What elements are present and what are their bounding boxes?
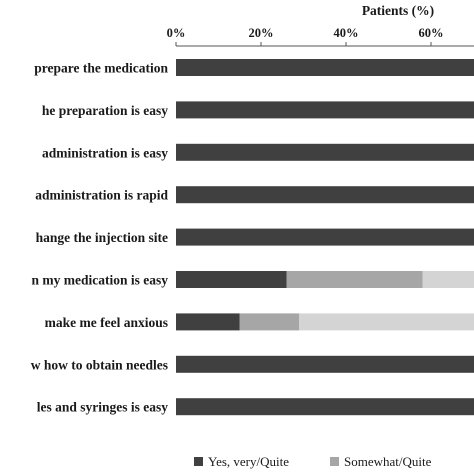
category-label: n my medication is easy bbox=[32, 273, 169, 288]
bar-segment-1 bbox=[176, 313, 240, 331]
bar-segment-3 bbox=[422, 271, 474, 288]
category-labels: prepare the medication he preparation is … bbox=[31, 61, 169, 415]
category-label: les and syringes is easy bbox=[37, 400, 169, 415]
bars bbox=[176, 59, 474, 416]
bar-segment-1 bbox=[176, 228, 474, 246]
legend-label: Yes, very/Quite bbox=[208, 454, 289, 469]
x-tick-label: 20% bbox=[249, 26, 274, 40]
legend: Yes, very/Quite Somewhat/Quite bbox=[194, 454, 432, 469]
bar-segment-1 bbox=[176, 143, 474, 161]
x-tick-label: 0% bbox=[167, 26, 186, 40]
bar-segment-1 bbox=[176, 101, 474, 119]
category-label: he preparation is easy bbox=[42, 103, 168, 118]
bar-segment-1 bbox=[176, 271, 287, 288]
bar-segment-1 bbox=[176, 59, 474, 76]
category-label: make me feel anxious bbox=[45, 315, 168, 330]
x-axis-title: Patients (%) bbox=[362, 3, 434, 18]
bar-segment-2 bbox=[239, 313, 300, 331]
legend-swatch bbox=[330, 457, 339, 466]
category-label: administration is rapid bbox=[35, 188, 168, 203]
category-label: w how to obtain needles bbox=[31, 357, 168, 372]
x-axis-ticks: 0% 20% 40% 60% bbox=[167, 26, 444, 46]
category-label: administration is easy bbox=[42, 145, 168, 160]
category-label: hange the injection site bbox=[36, 230, 168, 245]
bar-segment-1 bbox=[176, 186, 474, 204]
category-label: prepare the medication bbox=[34, 61, 168, 76]
legend-swatch bbox=[194, 457, 203, 466]
bar-segment-1 bbox=[176, 355, 474, 373]
bar-segment-2 bbox=[286, 271, 423, 288]
x-tick-label: 60% bbox=[419, 26, 444, 40]
bar-segment-3 bbox=[299, 313, 474, 331]
x-tick-label: 40% bbox=[334, 26, 359, 40]
legend-label: Somewhat/Quite bbox=[344, 454, 432, 469]
bar-segment-1 bbox=[176, 398, 474, 416]
